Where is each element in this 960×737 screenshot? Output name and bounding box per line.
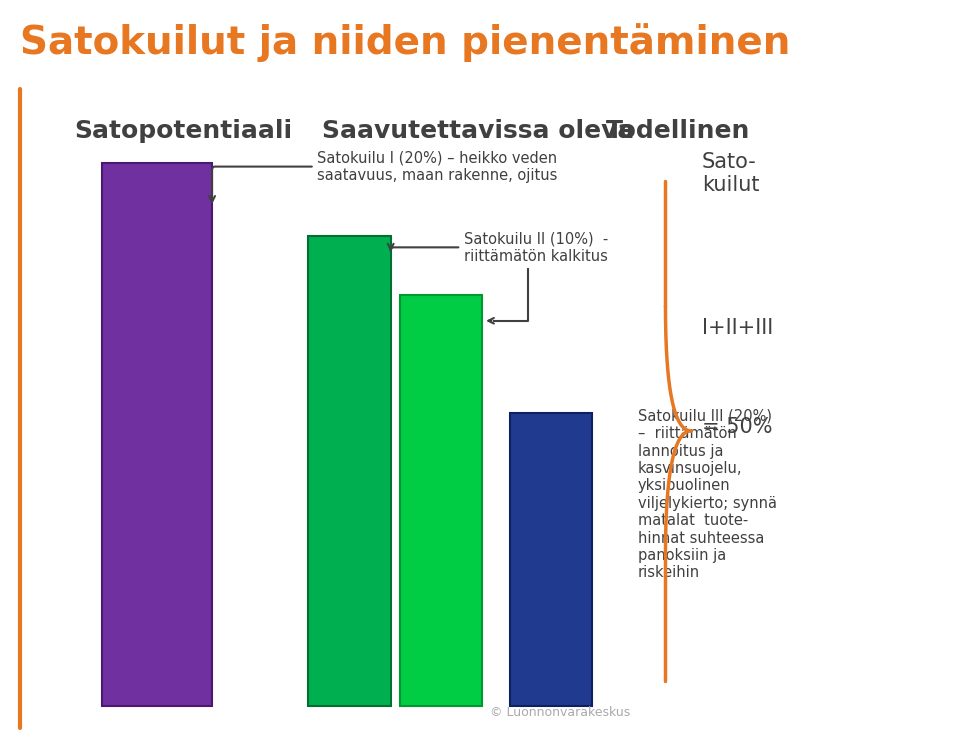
- Text: Satokuilu III (20%)
–  riittämätön
lannoitus ja
kasvinsuojelu,
yksipuolinen
vilj: Satokuilu III (20%) – riittämätön lannoi…: [638, 409, 777, 581]
- Text: Satopotentiaali: Satopotentiaali: [75, 119, 293, 143]
- Text: Saavutettavissa oleva: Saavutettavissa oleva: [322, 119, 635, 143]
- Bar: [510, 413, 592, 706]
- Bar: [102, 163, 212, 706]
- Text: Satokuilut ja niiden pienentäminen: Satokuilut ja niiden pienentäminen: [20, 24, 790, 63]
- Text: Todellinen: Todellinen: [606, 119, 751, 143]
- Text: Satokuilu I (20%) – heikko veden
saatavuus, maan rakenne, ojitus: Satokuilu I (20%) – heikko veden saatavu…: [209, 150, 558, 202]
- Text: Sato-
kuilut: Sato- kuilut: [702, 152, 759, 195]
- Bar: [399, 295, 482, 706]
- Text: Satokuilu II (10%)  -
riittämätön kalkitus: Satokuilu II (10%) - riittämätön kalkitu…: [388, 231, 609, 264]
- Bar: [308, 237, 391, 706]
- Text: = 50%: = 50%: [702, 417, 773, 437]
- Text: I+II+III: I+II+III: [702, 318, 774, 338]
- Text: © Luonnonvarakeskus: © Luonnonvarakeskus: [490, 707, 631, 719]
